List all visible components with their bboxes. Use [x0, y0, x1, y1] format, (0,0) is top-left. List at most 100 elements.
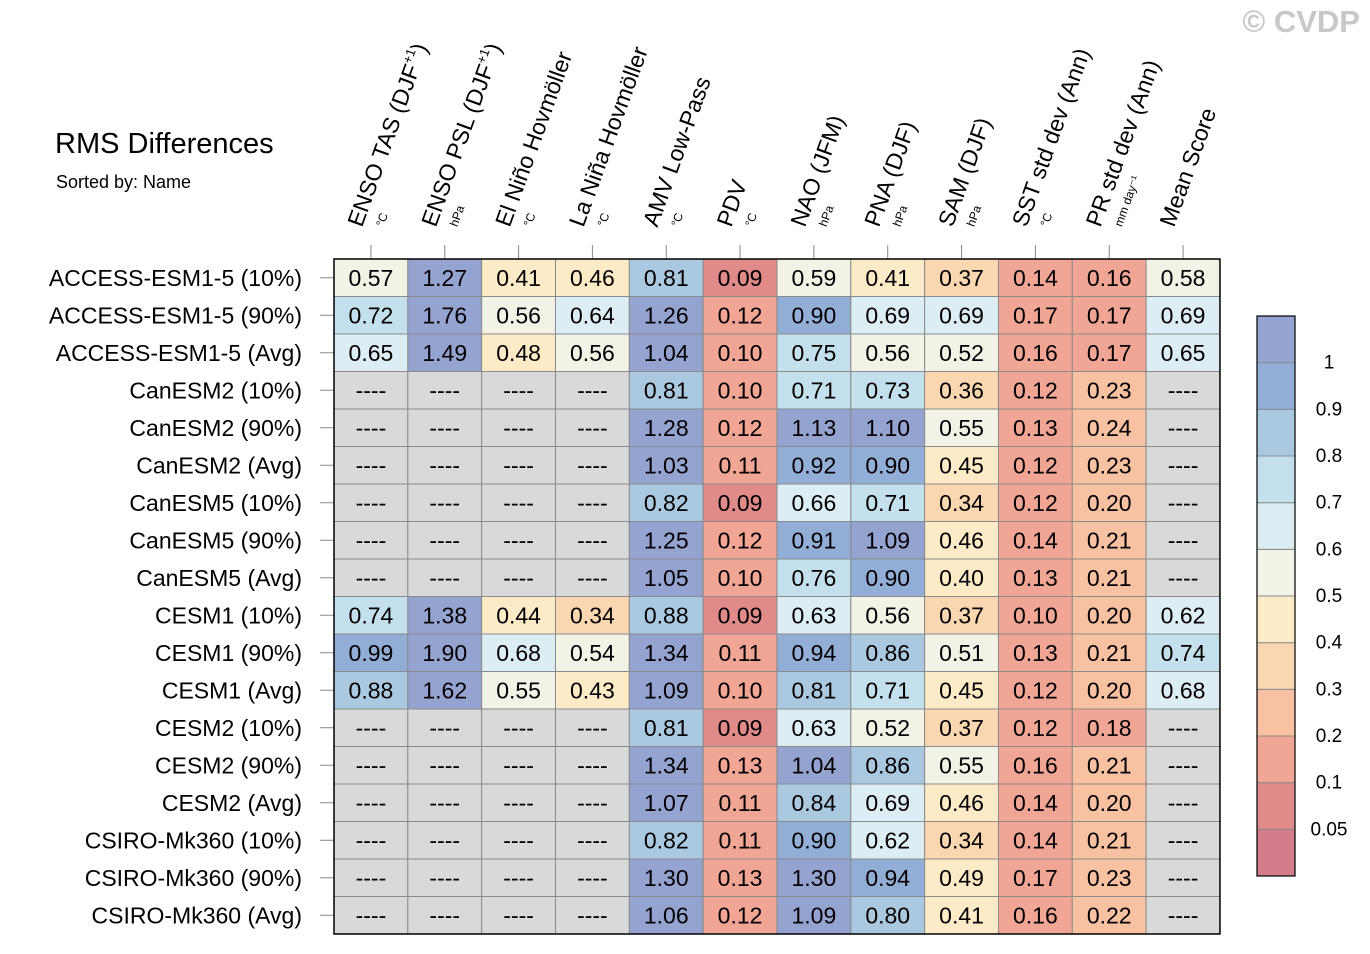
cell-value-label: ---- — [577, 565, 608, 591]
cell-value-label: 0.20 — [1087, 790, 1132, 816]
cell-value-label: ---- — [503, 715, 534, 741]
heatmap-cell — [554, 296, 630, 335]
cell-value-label: 1.03 — [644, 452, 689, 478]
cell-value-label: ---- — [1168, 490, 1199, 516]
cell-value-label: 0.84 — [792, 790, 837, 816]
cell-value-label: 0.43 — [570, 677, 615, 703]
cell-value-label: 0.46 — [939, 527, 984, 553]
cell-value-label: 1.10 — [865, 415, 910, 441]
heatmap-cell — [333, 483, 409, 522]
heatmap-cell — [407, 671, 483, 710]
column-label-sup: +1 — [400, 46, 419, 65]
heatmap-cell — [776, 521, 852, 560]
cell-value-label: ---- — [356, 752, 387, 778]
heatmap-cell — [628, 371, 704, 410]
heatmap-cell — [481, 708, 556, 747]
colorbar-tick-label: 0.9 — [1316, 399, 1342, 420]
cell-value-label: ---- — [503, 752, 534, 778]
heatmap-cell — [1071, 821, 1147, 860]
cell-value-label: 0.13 — [1013, 565, 1058, 591]
heatmap-cell — [702, 633, 778, 672]
cell-value-label: 0.56 — [496, 302, 541, 328]
cell-value-label: 0.49 — [939, 865, 984, 891]
cell-value-label: 0.11 — [719, 452, 762, 478]
cell-value-label: 0.14 — [1013, 790, 1058, 816]
cell-value-label: 0.16 — [1087, 265, 1132, 291]
column-label: Mean Score — [1154, 104, 1221, 229]
heatmap-cell — [1145, 371, 1221, 410]
colorbar-tick-label: 0.6 — [1316, 539, 1342, 560]
heatmap-cell — [333, 446, 409, 485]
cell-value-label: 0.90 — [865, 565, 910, 591]
colorbar-border — [1256, 315, 1296, 877]
cell-value-label: 0.10 — [718, 377, 763, 403]
cell-value-label: ---- — [1168, 715, 1199, 741]
cell-value-label: ---- — [577, 790, 608, 816]
cell-value-label: 0.81 — [644, 265, 689, 291]
heatmap-cell — [333, 371, 409, 410]
cell-value-label: ---- — [1168, 452, 1199, 478]
heatmap-cell — [407, 258, 483, 297]
heatmap-cell — [333, 333, 409, 372]
heatmap-cell — [776, 596, 852, 635]
heatmap-cell — [1071, 708, 1147, 747]
cell-value-label: 1.13 — [792, 415, 837, 441]
cell-value-label: 1.49 — [422, 340, 467, 366]
heatmap-cell — [1071, 521, 1147, 560]
colorbar-swatch — [1256, 548, 1296, 597]
heatmap-cell — [924, 408, 999, 447]
colorbar-swatch — [1256, 642, 1296, 690]
heatmap-cell — [481, 521, 556, 560]
row-label-cesm2-avg: CESM2 (Avg) — [162, 790, 302, 816]
heatmap-cell — [1145, 483, 1221, 522]
heatmap-cell — [628, 821, 704, 860]
heatmap-cell — [554, 483, 630, 522]
heatmap-cell — [1071, 783, 1147, 822]
heatmap-cell — [333, 408, 409, 447]
cell-value-label: 0.90 — [792, 827, 837, 853]
heatmap-cell — [1145, 408, 1221, 447]
heatmap-cell — [924, 896, 999, 935]
cell-value-label: ---- — [1168, 790, 1199, 816]
cell-value-label: 1.27 — [422, 265, 467, 291]
cell-value-label: 0.37 — [939, 602, 984, 628]
row-labels: ACCESS-ESM1-5 (10%) ACCESS-ESM1-5 (90%) AC… — [49, 265, 334, 928]
heatmap-cell — [776, 296, 852, 335]
cell-value-label: 0.21 — [1087, 527, 1132, 553]
cell-value-label: ---- — [356, 902, 387, 928]
heatmap-cell — [628, 746, 704, 785]
cell-value-label: 0.41 — [496, 265, 541, 291]
cell-value-label: 1.34 — [644, 640, 689, 666]
cell-value-label: 0.36 — [939, 377, 984, 403]
heatmap-cell — [776, 858, 852, 897]
cell-value-label: 0.12 — [1013, 490, 1058, 516]
cell-value-label: 0.12 — [1013, 377, 1058, 403]
heatmap-cell — [997, 258, 1073, 297]
heatmap-cell — [702, 521, 778, 560]
cell-value-label: 0.72 — [349, 302, 394, 328]
column-label-sup: +1 — [473, 46, 492, 65]
cell-value-label: ---- — [577, 902, 608, 928]
cell-value-label: 0.68 — [1161, 677, 1206, 703]
colorbar-swatch — [1256, 315, 1296, 364]
chart-subtitle: Sorted by: Name — [56, 172, 192, 192]
column-label: SAM (DJF) — [933, 114, 996, 230]
cell-value-label: 0.09 — [718, 715, 763, 741]
cell-value-label: 0.69 — [865, 302, 910, 328]
column-label: AMV Low-Pass — [638, 73, 716, 230]
row-label-cesm2-10: CESM2 (10%) — [155, 715, 302, 741]
cell-value-label: 0.94 — [792, 640, 837, 666]
heatmap-cell — [628, 483, 704, 522]
heatmap-cell — [407, 708, 483, 747]
row-label-access-esm1-5-avg: ACCESS-ESM1-5 (Avg) — [56, 340, 302, 366]
heatmap-cell — [924, 296, 999, 335]
watermark: © CVDP — [1242, 4, 1360, 39]
row-label-cesm1-10: CESM1 (10%) — [155, 602, 302, 628]
cell-value-label: ---- — [429, 865, 460, 891]
cell-value-label: 1.05 — [644, 565, 689, 591]
heatmap-cell — [850, 671, 926, 710]
heatmap-cell — [924, 596, 999, 635]
heatmap-cell — [1071, 746, 1147, 785]
cell-value-label: ---- — [503, 827, 534, 853]
cell-value-label: 0.74 — [1161, 640, 1206, 666]
